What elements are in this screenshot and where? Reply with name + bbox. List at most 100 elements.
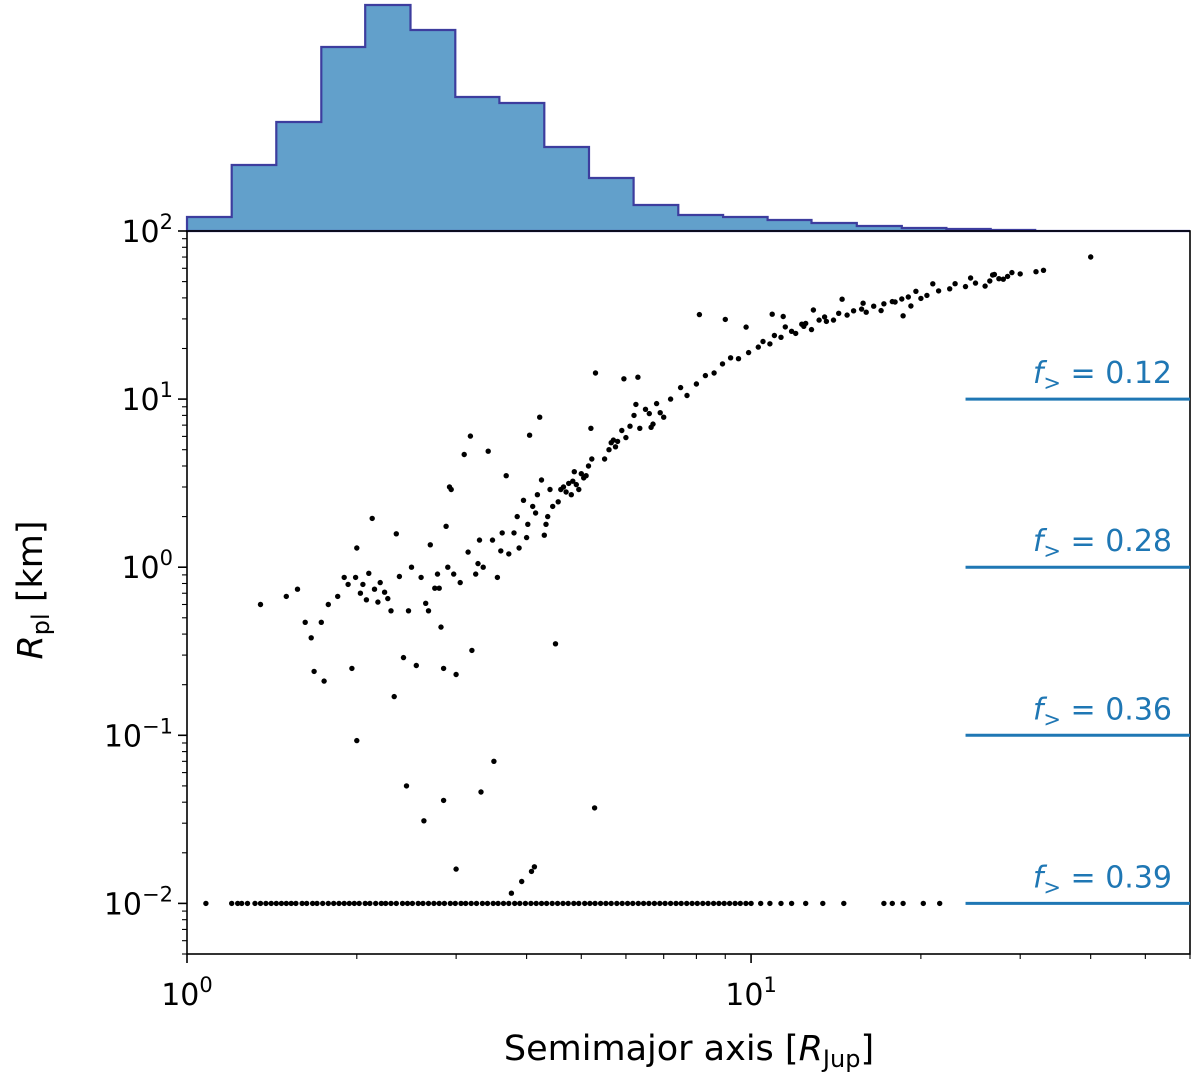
data-point — [972, 280, 979, 286]
data-point — [623, 434, 629, 441]
data-point — [657, 900, 663, 907]
data-point — [657, 410, 663, 416]
data-point — [436, 585, 442, 591]
histogram-bars — [185, 3, 1190, 233]
data-point — [436, 900, 442, 907]
data-point — [735, 356, 742, 362]
data-point — [440, 797, 447, 804]
data-point — [588, 425, 594, 431]
data-point — [571, 469, 577, 475]
data-point — [830, 317, 837, 323]
data-point — [889, 900, 895, 907]
data-point — [381, 589, 388, 595]
data-point — [447, 900, 453, 907]
data-point — [512, 900, 518, 907]
data-point — [318, 619, 324, 625]
data-point — [635, 900, 641, 907]
data-point — [899, 296, 905, 302]
data-point — [530, 503, 536, 510]
data-point — [702, 372, 709, 379]
data-point — [743, 900, 749, 907]
data-point — [560, 900, 566, 907]
x-axis-label: Semimajor axis [RJup] — [504, 1029, 874, 1073]
data-point — [1017, 271, 1023, 277]
data-point — [566, 480, 572, 487]
data-points — [203, 254, 1094, 907]
data-point — [591, 805, 598, 811]
data-point — [1004, 273, 1011, 280]
data-point — [357, 590, 364, 596]
data-point — [244, 900, 251, 907]
data-point — [1000, 276, 1006, 282]
data-point — [646, 900, 652, 907]
histogram — [185, 3, 1190, 233]
data-point — [684, 900, 690, 907]
data-point — [371, 586, 378, 592]
data-point — [432, 585, 438, 591]
data-point — [646, 410, 652, 417]
data-point — [458, 900, 464, 907]
y-tick-label: 102 — [121, 210, 173, 250]
data-point — [434, 571, 441, 577]
data-point — [982, 283, 988, 289]
data-point — [525, 521, 531, 527]
data-point — [1009, 269, 1015, 276]
data-point — [863, 309, 869, 315]
data-point — [448, 486, 454, 493]
data-point — [491, 758, 497, 764]
data-point — [793, 330, 799, 337]
data-point — [309, 900, 316, 907]
data-point — [552, 641, 559, 647]
data-point — [457, 579, 463, 586]
data-point — [549, 900, 555, 907]
data-point — [767, 341, 773, 347]
data-point — [377, 579, 383, 586]
data-point — [391, 693, 397, 700]
data-point — [743, 324, 749, 330]
data-point — [627, 423, 633, 429]
axis-labels: Semimajor axis [RJup] Rpl [km] — [11, 520, 874, 1073]
data-point — [619, 900, 625, 907]
scatter-plot-area — [186, 230, 1191, 955]
data-point — [769, 311, 775, 317]
data-point — [640, 900, 647, 907]
data-point — [612, 444, 619, 450]
data-point — [614, 900, 620, 907]
data-point — [719, 361, 726, 367]
data-point — [498, 548, 504, 554]
y-tick-label: 10−2 — [104, 882, 173, 922]
data-point — [467, 433, 474, 439]
data-point — [304, 900, 310, 907]
y-tick-label: 100 — [121, 546, 173, 586]
data-point — [302, 619, 308, 625]
data-point — [373, 900, 379, 907]
data-point — [727, 355, 734, 361]
data-point — [758, 900, 764, 907]
x-tick-label: 100 — [161, 973, 213, 1013]
data-point — [278, 900, 285, 907]
data-point — [473, 900, 480, 907]
data-point — [820, 900, 826, 907]
data-point — [403, 783, 410, 789]
data-point — [778, 900, 784, 907]
data-point — [662, 900, 668, 907]
data-point — [388, 900, 394, 907]
data-point — [748, 900, 754, 907]
data-point — [563, 489, 569, 495]
data-point — [918, 295, 924, 302]
data-point — [532, 510, 539, 516]
data-point — [420, 900, 426, 907]
data-point — [485, 448, 491, 454]
data-point — [705, 900, 711, 907]
data-point — [461, 451, 467, 458]
data-point — [476, 537, 483, 543]
data-point — [732, 900, 738, 907]
data-point — [506, 900, 512, 907]
data-point — [534, 492, 541, 498]
data-point — [257, 601, 264, 608]
data-point — [881, 301, 887, 307]
data-point — [519, 878, 525, 885]
data-point — [871, 303, 877, 309]
data-point — [619, 427, 625, 434]
data-point — [479, 900, 486, 907]
